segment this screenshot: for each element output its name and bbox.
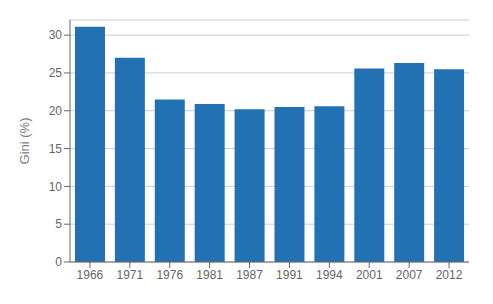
svg-text:10: 10 (49, 180, 63, 194)
svg-text:2007: 2007 (396, 268, 423, 282)
svg-text:2012: 2012 (436, 268, 463, 282)
svg-text:20: 20 (49, 104, 63, 118)
svg-text:1991: 1991 (276, 268, 303, 282)
svg-text:1994: 1994 (316, 268, 343, 282)
svg-text:1981: 1981 (196, 268, 223, 282)
svg-text:30: 30 (49, 28, 63, 42)
svg-text:0: 0 (55, 255, 62, 269)
svg-text:Gini (%): Gini (%) (17, 118, 32, 165)
svg-text:25: 25 (49, 66, 63, 80)
svg-text:2001: 2001 (356, 268, 383, 282)
svg-text:15: 15 (49, 142, 63, 156)
svg-text:1987: 1987 (236, 268, 263, 282)
svg-text:1966: 1966 (77, 268, 104, 282)
svg-text:5: 5 (55, 217, 62, 231)
svg-text:1976: 1976 (156, 268, 183, 282)
svg-text:1971: 1971 (116, 268, 143, 282)
